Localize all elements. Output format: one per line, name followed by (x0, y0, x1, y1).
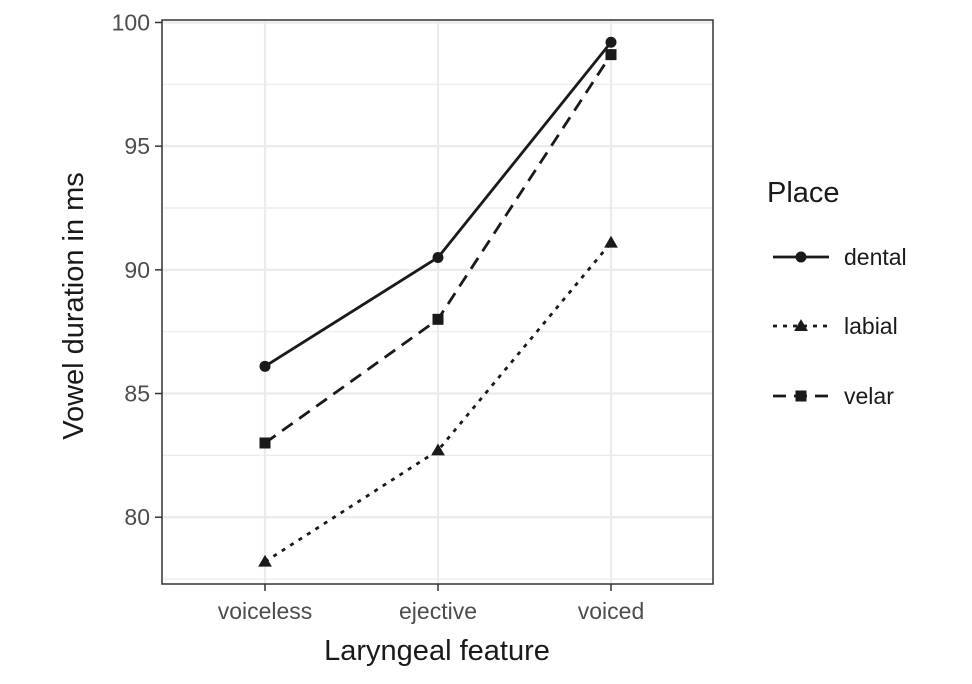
legend-key-marker-labial (794, 319, 808, 331)
legend-label-velar: velar (844, 383, 894, 409)
x-tick-label: ejective (399, 598, 477, 624)
grid (162, 20, 713, 584)
x-tick-label: voiced (578, 598, 644, 624)
y-tick-label: 85 (124, 381, 150, 407)
axes: 80 85 90 95 100 voiceless ejective voiced (112, 9, 645, 624)
data-point-labial (431, 443, 445, 456)
y-tick-label: 95 (124, 133, 150, 159)
data-point-labial (258, 554, 272, 567)
data-point-velar (432, 313, 444, 325)
data-point-labial (604, 235, 618, 248)
y-tick-label: 90 (124, 257, 150, 283)
legend-key-marker-velar (795, 390, 807, 402)
legend: Place dental labial velar (767, 177, 907, 409)
x-axis-title: Laryngeal feature (324, 635, 550, 667)
legend-label-dental: dental (844, 244, 907, 270)
legend-title: Place (767, 177, 840, 209)
x-tick-label: voiceless (218, 598, 313, 624)
data-point-dental (259, 360, 271, 372)
data-points (258, 36, 618, 567)
data-point-velar (259, 437, 271, 449)
legend-key-marker-dental (795, 251, 807, 263)
data-point-velar (605, 49, 617, 61)
y-tick-label: 100 (112, 9, 150, 35)
y-axis-title: Vowel duration in ms (58, 172, 90, 440)
y-tick-label: 80 (124, 504, 150, 530)
data-point-dental (432, 251, 444, 263)
legend-label-labial: labial (844, 313, 898, 339)
data-point-dental (605, 36, 617, 48)
